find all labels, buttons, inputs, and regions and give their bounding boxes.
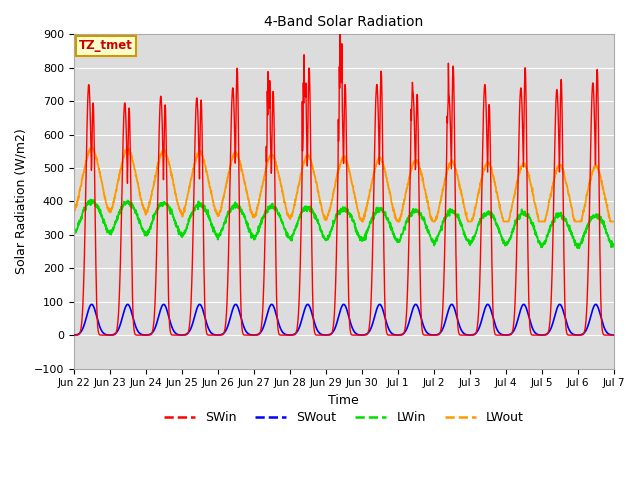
LWout (578, 218, 586, 224)
Y-axis label: Solar Radiation (W/m2): Solar Radiation (W/m2) (15, 129, 28, 274)
LWin (575, 245, 583, 251)
LWout (70, 208, 77, 214)
X-axis label: Time: Time (328, 394, 359, 407)
SWout (563, 319, 570, 324)
SWin (501, 332, 509, 338)
Title: 4-Band Solar Radiation: 4-Band Solar Radiation (264, 15, 423, 29)
LWout (563, 181, 570, 187)
LWout (371, 164, 379, 170)
SWin (371, 123, 379, 129)
SWout (501, 332, 509, 338)
Text: TZ_tmet: TZ_tmet (79, 39, 133, 52)
SWout (610, 332, 618, 338)
SWout (88, 301, 95, 307)
SWout (360, 332, 367, 338)
SWout (221, 330, 228, 336)
Line: SWin: SWin (74, 35, 614, 335)
LWin (360, 236, 367, 241)
SWin (563, 327, 570, 333)
LWin (371, 211, 379, 216)
LWout (358, 218, 366, 224)
SWin (360, 332, 367, 338)
SWout (577, 332, 585, 337)
Line: LWout: LWout (74, 146, 614, 221)
LWout (610, 218, 618, 224)
LWout (221, 190, 228, 196)
LWout (501, 218, 509, 224)
SWin (577, 332, 585, 338)
LWin (563, 217, 570, 223)
SWin (336, 32, 344, 37)
Legend: SWin, SWout, LWin, LWout: SWin, SWout, LWin, LWout (159, 406, 529, 429)
LWin (578, 240, 586, 246)
SWout (70, 332, 77, 338)
LWin (221, 221, 228, 227)
LWin (501, 241, 509, 247)
SWin (610, 332, 618, 338)
LWin (87, 197, 95, 203)
LWin (610, 242, 618, 248)
Line: LWin: LWin (74, 200, 614, 248)
SWin (220, 329, 228, 335)
Line: SWout: SWout (74, 304, 614, 335)
LWout (88, 144, 96, 149)
LWout (360, 216, 367, 222)
SWin (70, 332, 77, 338)
LWin (70, 230, 77, 236)
SWout (371, 312, 379, 318)
